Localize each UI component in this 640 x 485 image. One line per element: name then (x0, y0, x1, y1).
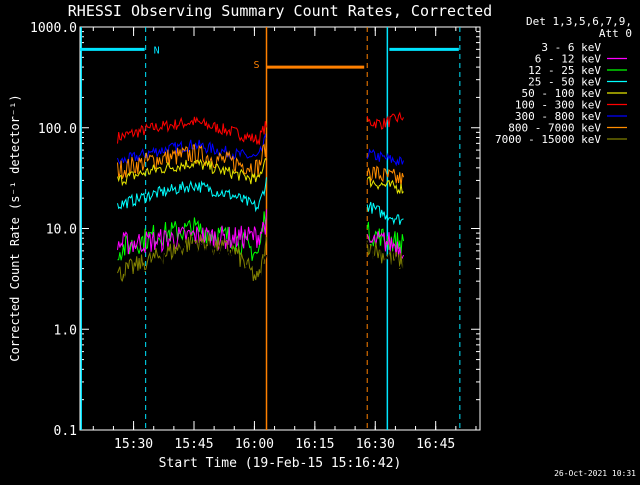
saa-label: S (254, 60, 260, 71)
series-line (117, 157, 267, 187)
legend-label: 12 - 25 keV (528, 64, 601, 77)
series-line (117, 235, 267, 300)
series-line (366, 231, 404, 260)
chart-title: RHESSI Observing Summary Count Rates, Co… (68, 2, 492, 20)
x-tick-label: 16:30 (356, 437, 395, 452)
legend-label: 6 - 12 keV (535, 53, 602, 66)
y-tick-label: 1000.0 (30, 21, 77, 36)
legend-label: 25 - 50 keV (528, 76, 601, 89)
legend-label: 100 - 300 keV (515, 99, 601, 112)
series-line (117, 116, 267, 145)
series-line (366, 148, 404, 167)
y-axis-label: Corrected Count Rate (s⁻¹ detector⁻¹) (8, 94, 22, 361)
footer-date: 26-Oct-2021 10:31 (554, 469, 636, 478)
y-tick-label: 1.0 (54, 323, 77, 338)
series-line (366, 239, 404, 274)
series-line (117, 133, 267, 165)
x-tick-label: 16:45 (416, 437, 455, 452)
series-line (366, 176, 404, 195)
x-tick-label: 15:30 (114, 437, 153, 452)
series-line (366, 165, 404, 187)
series-line (117, 177, 267, 213)
night-label: N (154, 45, 160, 56)
series-line (117, 133, 267, 179)
series-line (117, 209, 267, 255)
x-axis-label: Start Time (19-Feb-15 15:16:42) (159, 456, 402, 471)
x-tick-label: 16:15 (295, 437, 334, 452)
y-tick-label: 10.0 (46, 223, 77, 238)
legend-label: 800 - 7000 keV (508, 122, 601, 135)
legend-label: 50 - 100 keV (522, 87, 602, 100)
detector-label-line2: Att 0 (599, 27, 632, 40)
legend-label: 7000 - 15000 keV (495, 133, 601, 146)
plot-area: 0.1 1.0 10.0 100.0 1000.0 15:30 15:45 16:00 16:1… (30, 21, 481, 452)
plot-frame (79, 26, 481, 431)
series-line (366, 111, 404, 130)
x-tick-label: 15:45 (174, 437, 213, 452)
y-tick-label: 0.1 (54, 424, 77, 439)
legend-label: 300 - 800 keV (515, 110, 601, 123)
detector-label-line1: Det 1,3,5,6,7,9, (526, 15, 632, 28)
x-tick-label: 16:00 (235, 437, 274, 452)
series-line (366, 221, 404, 255)
series-line (117, 234, 267, 283)
y-tick-label: 100.0 (38, 122, 77, 137)
legend-label: 3 - 6 keV (541, 41, 601, 54)
series-line (366, 201, 404, 226)
